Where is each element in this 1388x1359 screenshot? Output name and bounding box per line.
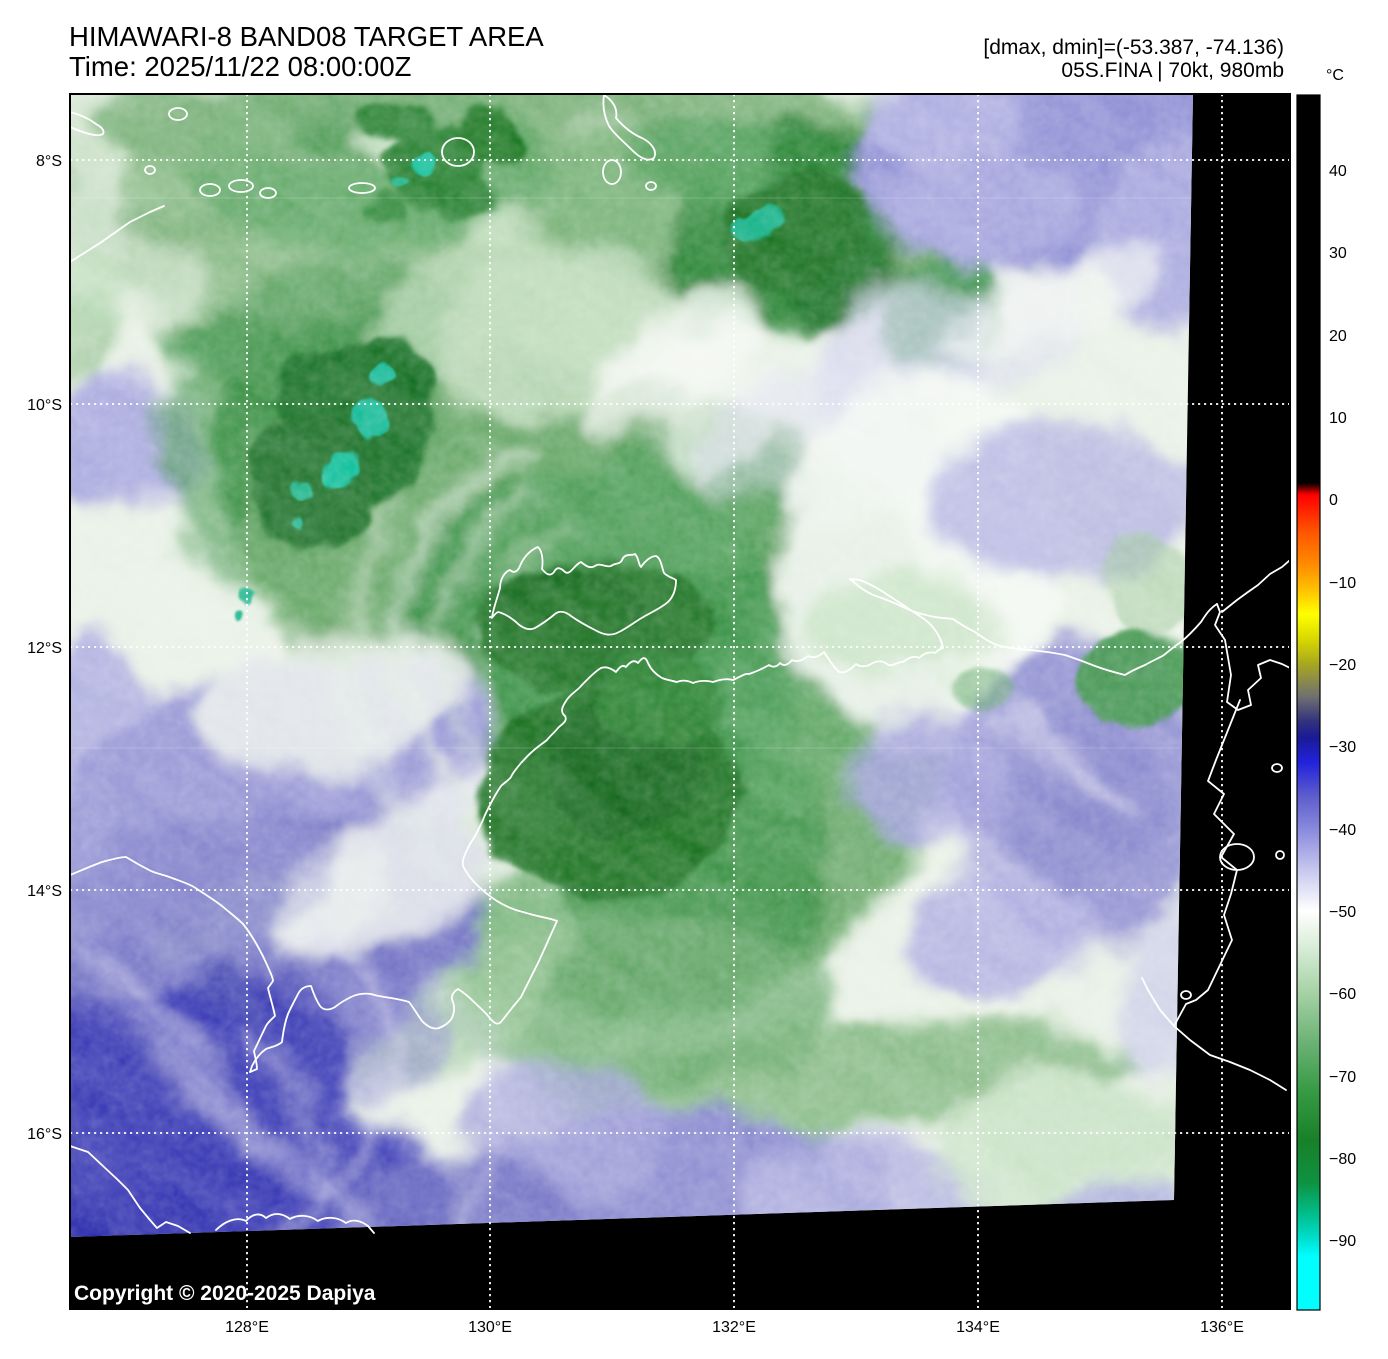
svg-text:[dmax, dmin]=(-53.387, -74.136: [dmax, dmin]=(-53.387, -74.136) <box>983 36 1284 59</box>
svg-text:136°E: 136°E <box>1200 1319 1244 1336</box>
svg-text:132°E: 132°E <box>712 1319 756 1336</box>
svg-text:14°S: 14°S <box>27 883 62 900</box>
svg-text:128°E: 128°E <box>225 1319 269 1336</box>
svg-text:HIMAWARI-8 BAND08 TARGET AREA: HIMAWARI-8 BAND08 TARGET AREA <box>69 21 544 52</box>
svg-text:40: 40 <box>1329 163 1347 180</box>
svg-text:30: 30 <box>1329 245 1347 262</box>
svg-text:10°S: 10°S <box>27 397 62 414</box>
svg-text:0: 0 <box>1329 492 1338 509</box>
svg-text:130°E: 130°E <box>468 1319 512 1336</box>
svg-text:−60: −60 <box>1329 986 1356 1003</box>
svg-text:−20: −20 <box>1329 657 1356 674</box>
svg-text:Time: 2025/11/22 08:00:00Z: Time: 2025/11/22 08:00:00Z <box>69 51 411 82</box>
svg-text:10: 10 <box>1329 410 1347 427</box>
svg-text:8°S: 8°S <box>36 153 62 170</box>
svg-text:Copyright © 2020-2025 Dapiya: Copyright © 2020-2025 Dapiya <box>74 1282 376 1305</box>
svg-text:134°E: 134°E <box>956 1319 1000 1336</box>
svg-text:−30: −30 <box>1329 739 1356 756</box>
svg-text:16°S: 16°S <box>27 1126 62 1143</box>
svg-text:−80: −80 <box>1329 1151 1356 1168</box>
svg-text:−10: −10 <box>1329 575 1356 592</box>
svg-text:−70: −70 <box>1329 1069 1356 1086</box>
svg-text:−50: −50 <box>1329 904 1356 921</box>
svg-text:−40: −40 <box>1329 822 1356 839</box>
svg-text:°C: °C <box>1326 67 1344 84</box>
svg-text:05S.FINA | 70kt, 980mb: 05S.FINA | 70kt, 980mb <box>1061 59 1284 82</box>
svg-text:−90: −90 <box>1329 1233 1356 1250</box>
svg-text:20: 20 <box>1329 328 1347 345</box>
svg-text:12°S: 12°S <box>27 640 62 657</box>
